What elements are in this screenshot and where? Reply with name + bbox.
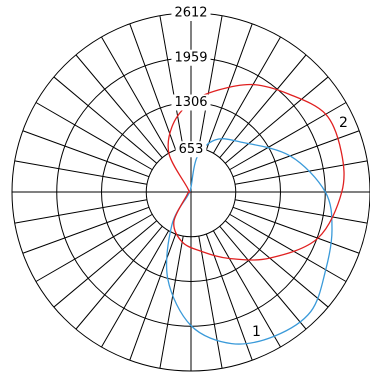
grid-spoke [212, 36, 281, 154]
grid-spoke [212, 230, 281, 348]
series-label-2: 2 [339, 115, 348, 131]
grid-spoke [159, 15, 184, 149]
grid-spoke [75, 225, 163, 330]
grid-spoke [53, 76, 158, 164]
series-1-curve [165, 138, 333, 345]
polar-axes [12, 13, 370, 371]
radial-tick-labels: 653 1306 1959 2612 [171, 5, 211, 158]
series-2-curve [167, 83, 345, 261]
grid-spoke [232, 130, 360, 178]
series-label-1: 1 [252, 324, 261, 340]
tick-label-background [171, 5, 211, 21]
grid-spoke [129, 233, 177, 361]
tick-label-background [171, 49, 211, 66]
series-labels: 1 2 [252, 115, 348, 340]
grid-spoke [234, 160, 368, 185]
grid-spoke [35, 213, 153, 282]
grid-spoke [53, 220, 158, 308]
grid-spoke [224, 76, 329, 164]
grid-spoke [234, 199, 368, 224]
grid-spoke [224, 220, 329, 308]
radial-tick-label: 1306 [174, 95, 207, 110]
grid-spoke [22, 130, 150, 178]
radial-tick-label: 1959 [174, 50, 207, 65]
grid-spoke [22, 206, 150, 254]
grid-spoke [229, 213, 347, 282]
grid-spoke [101, 36, 170, 154]
grid-spoke [14, 199, 148, 224]
grid-spoke [232, 206, 360, 254]
grid-spoke [198, 235, 223, 369]
grid-spoke [14, 160, 148, 185]
tick-label-background [171, 94, 211, 111]
grid-spoke [219, 225, 307, 330]
grid-spoke [229, 102, 347, 171]
radial-tick-label: 653 [179, 142, 204, 157]
grid-spoke [205, 233, 253, 361]
grid-spoke [75, 54, 163, 159]
grid-spoke [159, 235, 184, 369]
grid-spoke [198, 15, 223, 149]
grid-spoke [35, 102, 153, 171]
grid-spoke [101, 230, 170, 348]
series-curves [165, 83, 345, 345]
radial-tick-label: 2612 [174, 6, 207, 21]
tick-label-background [175, 141, 207, 158]
grid-spoke [129, 23, 177, 151]
